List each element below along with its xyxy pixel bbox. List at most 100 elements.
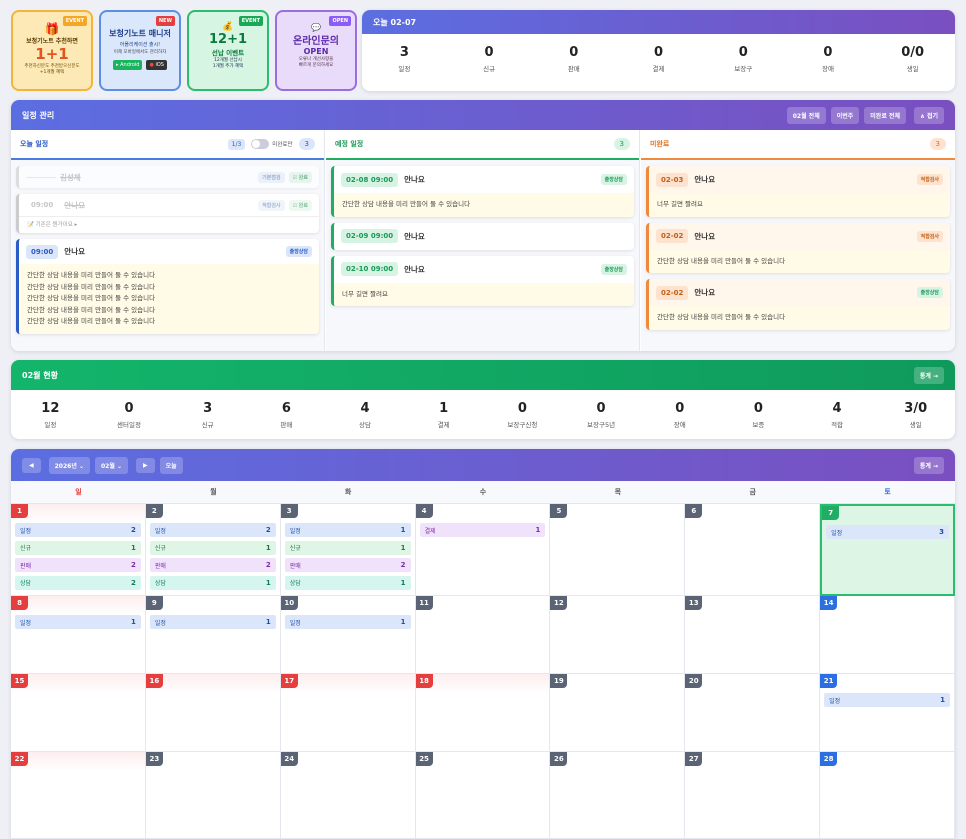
day-number: 10	[280, 596, 298, 610]
chip-count: 1	[130, 543, 136, 552]
calendar-day[interactable]: 20	[685, 674, 821, 752]
promo-big: 1+1	[35, 45, 69, 63]
day-chip[interactable]: 신규 1	[15, 540, 141, 555]
year-select[interactable]: 2026년 ⌄	[48, 456, 90, 474]
day-chip[interactable]: 상담 1	[284, 575, 411, 590]
prev-month-button[interactable]: ◀	[22, 457, 41, 473]
collapse-button[interactable]: ∧ 접기	[913, 106, 944, 124]
today-event-completed[interactable]: 김성체 기본점검 ☑ 완료	[16, 166, 319, 188]
calendar-day[interactable]: 1 일정 2 신규 1 판매 2 상담 2	[11, 504, 146, 596]
chip-label: 신규	[154, 545, 166, 552]
calendar-day[interactable]: 12	[550, 596, 686, 674]
calendar-day[interactable]: 3 일정 1 신규 1 판매 2 상담 1	[280, 504, 416, 596]
month-stat: 6 판매	[247, 401, 326, 429]
calendar-day[interactable]: 4 결제 1	[415, 504, 551, 596]
stat-value: 0	[569, 45, 579, 60]
chip-label: 일정	[831, 529, 843, 537]
calendar-day[interactable]: 5	[550, 504, 686, 596]
month-stat: 0 센터일정	[90, 401, 169, 429]
day-number: 13	[685, 596, 703, 610]
day-chip[interactable]: 상담 2	[15, 575, 141, 590]
pending-all-button[interactable]: 미완료 전체	[864, 106, 906, 124]
day-chip[interactable]: 일정 2	[15, 523, 141, 537]
planned-event[interactable]: 02-09 09:00 안나요	[331, 222, 634, 250]
calendar-day[interactable]: 24	[280, 752, 416, 839]
page-indicator[interactable]: 1/3	[227, 138, 246, 150]
month-all-button[interactable]: 02월 전체	[786, 106, 826, 124]
android-button[interactable]: ▸ Android	[113, 60, 143, 70]
today-event[interactable]: 09:00 안나요 출장상담 간단한 상담 내용을 미리 만들어 둘 수 있습니다…	[16, 239, 319, 334]
planned-event[interactable]: 02-08 09:00 안나요 출장상담 간단한 상담 내용을 미리 만들어 둘 수 …	[331, 166, 634, 217]
month-stats-button[interactable]: 통계 →	[913, 366, 944, 384]
calendar-day[interactable]: 13	[685, 596, 821, 674]
today-button[interactable]: 오늘	[159, 456, 183, 474]
calendar-day[interactable]: 21 일정 1	[820, 674, 955, 752]
chip-count: 2	[265, 526, 271, 534]
event-badge: EVENT	[238, 16, 263, 26]
stat-label: 보장구5년	[587, 421, 616, 429]
calendar-day[interactable]: 14	[820, 596, 955, 674]
day-chip[interactable]: 신규 1	[284, 540, 411, 555]
calendar-day[interactable]: 9 일정 1	[145, 596, 281, 674]
promo-app[interactable]: NEW 보청기노트 매니저 어플리케이션 출시! 이제 모바일에서도 관리하자 …	[99, 10, 181, 91]
promo-prepay[interactable]: EVENT 💰 12+1 선납 이벤트 12개월 선납시 1개월 추가 혜택	[187, 10, 269, 91]
stat-value: 3/0	[904, 401, 928, 416]
calendar-day[interactable]: 19	[550, 674, 686, 752]
promo-inquiry[interactable]: OPEN 💬 온라인문의 OPEN 오류나 개선사항을 빠르게 문의하세요	[275, 10, 357, 91]
day-chip[interactable]: 판매 2	[284, 558, 411, 572]
calendar-day[interactable]: 25	[415, 752, 551, 839]
calendar-day[interactable]: 26	[550, 752, 686, 839]
this-week-button[interactable]: 이번주	[830, 106, 860, 124]
promo-referral[interactable]: EVENT 🎁 보청기노트 추천하면 1+1 추천하신분도 추천받으신분도 +1…	[11, 10, 93, 91]
day-chip[interactable]: 일정 3	[826, 525, 949, 539]
android-label: Android	[120, 62, 140, 68]
calendar-stats-button[interactable]: 통계 →	[913, 456, 944, 474]
day-chip[interactable]: 판매 2	[149, 558, 276, 572]
money-bag-icon: 💰	[222, 22, 234, 32]
calendar-day[interactable]: 16	[145, 674, 281, 752]
day-chip[interactable]: 판매 2	[15, 558, 141, 572]
pending-event[interactable]: 02-03 안나요 적합검사 너무 길면 짤려요	[646, 166, 950, 217]
pending-event[interactable]: 02-02 안나요 적합검사 간단한 상담 내용을 미리 만들어 둘 수 있습니다	[646, 222, 950, 273]
day-chip[interactable]: 신규 1	[149, 540, 276, 555]
schedule-header: 일정 관리 02월 전체 이번주 미완료 전체 ∧ 접기	[11, 100, 955, 130]
calendar-day[interactable]: 11	[415, 596, 551, 674]
today-stat: 0 장애	[786, 45, 871, 73]
day-chip[interactable]: 일정 1	[284, 523, 411, 537]
calendar-day[interactable]: 6	[685, 504, 821, 596]
day-chip[interactable]: 일정 1	[824, 693, 950, 707]
calendar-day[interactable]: 15	[11, 674, 146, 752]
calendar-day[interactable]: 17	[280, 674, 416, 752]
month-select[interactable]: 02월 ⌄	[94, 456, 128, 474]
pending-only-toggle[interactable]	[251, 139, 270, 149]
day-chip[interactable]: 일정 2	[149, 523, 276, 537]
chip-count: 1	[400, 578, 406, 587]
calendar-day[interactable]: 28	[820, 752, 955, 839]
stat-label: 생일	[906, 65, 919, 73]
ios-button[interactable]: ● iOS	[146, 60, 167, 70]
calendar-day[interactable]: 7 일정 3	[820, 504, 955, 596]
today-event-completed[interactable]: 09:00 안나요 적합검사 ☑ 완료 📝 기존은 뭔가이요 ▸	[16, 194, 319, 233]
calendar-day[interactable]: 22	[11, 752, 146, 839]
day-chip[interactable]: 결제 1	[419, 523, 546, 537]
event-name: 안나요	[694, 175, 716, 184]
calendar-day[interactable]: 23	[145, 752, 281, 839]
stat-label: 상담	[359, 421, 371, 429]
calendar-day[interactable]: 10 일정 1	[280, 596, 416, 674]
day-chip[interactable]: 일정 1	[15, 615, 141, 629]
day-chip[interactable]: 일정 1	[149, 615, 276, 629]
planned-event[interactable]: 02-10 09:00 안나요 출장상담 너무 길면 짤려요	[331, 255, 634, 306]
chip-label: 신규	[20, 545, 32, 552]
calendar-day[interactable]: 8 일정 1	[11, 596, 146, 674]
day-chip[interactable]: 상담 1	[149, 575, 276, 590]
calendar-day[interactable]: 27	[685, 752, 821, 839]
pending-event[interactable]: 02-02 안나요 출장상담 간단한 상담 내용을 미리 만들어 둘 수 있습니다	[646, 279, 950, 330]
next-month-button[interactable]: ▶	[135, 457, 155, 473]
calendar-day[interactable]: 2 일정 2 신규 1 판매 2 상담 1	[145, 504, 281, 596]
stat-label: 신규	[201, 421, 214, 429]
calendar-day[interactable]: 18	[415, 674, 551, 752]
month-value: 02월	[100, 462, 115, 470]
today-stat: 0 결제	[616, 45, 701, 73]
promo-title: 선납 이벤트	[211, 49, 245, 57]
day-chip[interactable]: 일정 1	[284, 615, 411, 629]
